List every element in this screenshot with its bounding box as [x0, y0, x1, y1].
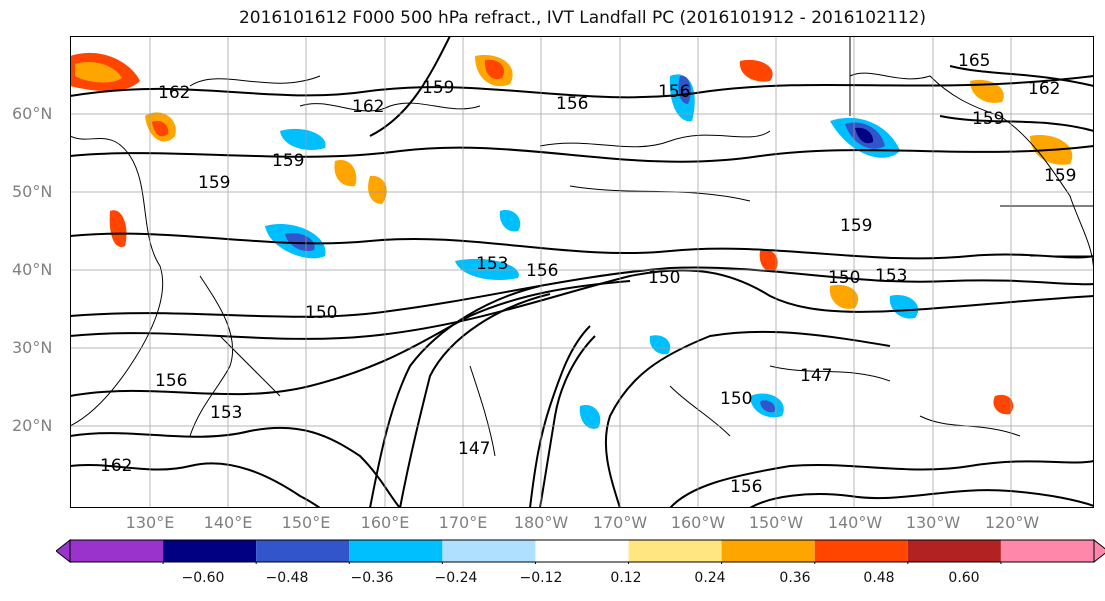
colorbar: [56, 538, 1105, 564]
lat-label-30n: 30°N: [12, 338, 53, 357]
lon-label: 150°E: [281, 513, 331, 532]
contour-label: 159: [840, 216, 872, 236]
colorbar-swatch: [907, 540, 1001, 562]
contour-label: 150: [720, 389, 752, 409]
contour-label: 156: [526, 261, 558, 281]
contour-label: 147: [458, 439, 490, 459]
contour-label: 159: [272, 151, 304, 171]
colorbar-extend-max: [1093, 538, 1105, 564]
lat-label-60n: 60°N: [12, 104, 53, 123]
colorbar-tick-label: −0.12: [519, 570, 563, 586]
lat-label-50n: 50°N: [12, 182, 53, 201]
lat-label-20n: 20°N: [12, 416, 53, 435]
colorbar-tick-label: 0.60: [948, 570, 980, 586]
colorbar-swatch: [70, 540, 164, 562]
anomaly-fill-patches: [70, 52, 1073, 429]
lon-label: 170°W: [592, 513, 648, 532]
colorbar-swatch: [163, 540, 257, 562]
colorbar-tick-label: −0.36: [350, 570, 394, 586]
lon-label: 130°W: [905, 513, 961, 532]
lon-label: 160°E: [360, 513, 410, 532]
colorbar-tick-label: 0.48: [863, 570, 895, 586]
colorbar-swatch: [256, 540, 350, 562]
contour-label: 162: [1028, 79, 1060, 99]
contour-label: 156: [155, 371, 187, 391]
colorbar-frame: [69, 539, 1095, 563]
map-panel: 162 159 162 159 156 156 165 162 159 159 …: [70, 36, 1094, 508]
map-frame: [70, 36, 1094, 508]
contour-label: 150: [828, 268, 860, 288]
contour-label: 162: [158, 83, 190, 103]
lon-label: 120°W: [984, 513, 1040, 532]
contour-label: 159: [198, 173, 230, 193]
lon-label: 130°E: [125, 513, 175, 532]
contour-label: 159: [422, 78, 454, 98]
colorbar-tick-label: 0.24: [694, 570, 726, 586]
contour-label: 147: [800, 366, 832, 386]
contour-label: 165: [958, 51, 990, 71]
contour-label: 162: [100, 456, 132, 476]
colorbar-swatch: [1000, 540, 1094, 562]
colorbar-tick-label: −0.60: [181, 570, 225, 586]
contour-label: 153: [210, 403, 242, 423]
lon-label: 170°E: [438, 513, 488, 532]
colorbar-swatch: [349, 540, 443, 562]
contour-label: 156: [658, 82, 690, 102]
map-title: 2016101612 F000 500 hPa refract., IVT La…: [238, 8, 926, 28]
lat-label-40n: 40°N: [12, 260, 53, 279]
lon-label: 140°W: [827, 513, 883, 532]
lon-label: 160°W: [670, 513, 726, 532]
colorbar-swatch: [628, 540, 722, 562]
colorbar-swatch: [721, 540, 815, 562]
contour-label: 153: [875, 266, 907, 286]
contour-label: 156: [556, 94, 588, 114]
contour-label: 156: [730, 477, 762, 497]
contour-label: 150: [305, 303, 337, 323]
contour-label: 150: [648, 268, 680, 288]
colorbar-tick-label: −0.24: [434, 570, 478, 586]
colorbar-tick-label: −0.48: [265, 570, 309, 586]
colorbar-swatch: [814, 540, 908, 562]
graticule: [70, 36, 1094, 508]
lon-label: 180°W: [513, 513, 569, 532]
colorbar-swatch: [535, 540, 629, 562]
lon-label: 150°W: [748, 513, 804, 532]
coastlines: [70, 36, 1094, 437]
colorbar-tick-label: 0.36: [779, 570, 811, 586]
colorbar-swatch: [442, 540, 536, 562]
contour-labels: 162 159 162 159 156 156 165 162 159 159 …: [100, 51, 1076, 497]
lon-label: 140°E: [203, 513, 253, 532]
contour-label: 162: [352, 97, 384, 117]
contour-label: 159: [972, 109, 1004, 129]
colorbar-tick-label: 0.12: [610, 570, 642, 586]
contour-label: 159: [1044, 166, 1076, 186]
colorbar-extend-min: [56, 538, 71, 564]
contour-label: 153: [476, 254, 508, 274]
